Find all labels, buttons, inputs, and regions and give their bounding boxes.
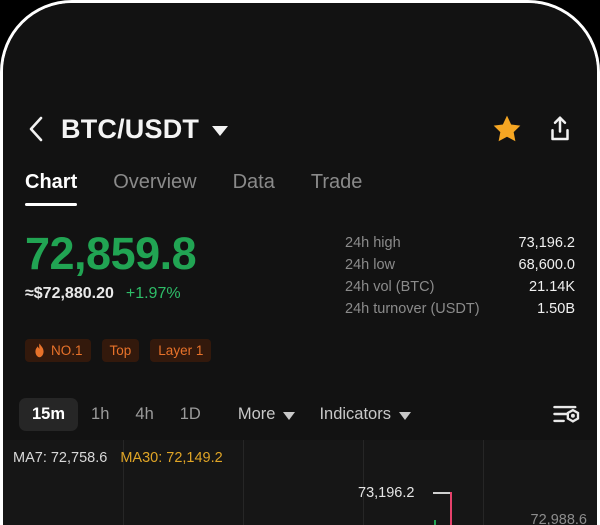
chevron-down-icon [398, 411, 411, 420]
stat-label: 24h turnover (USDT) [345, 301, 480, 317]
price-axis-label: 72,988.6 [530, 512, 587, 525]
price-change-percent: +1.97% [125, 284, 181, 302]
timeframe-1h[interactable]: 1h [91, 404, 110, 423]
candle-wick-up [434, 520, 436, 525]
favorite-star-button[interactable] [491, 113, 523, 145]
tag-label: NO.1 [51, 343, 83, 358]
header: BTC/USDT [3, 98, 597, 160]
page-title[interactable]: BTC/USDT [61, 113, 200, 144]
tag-label: Layer 1 [158, 343, 204, 358]
candle-wick-down [450, 492, 452, 525]
last-price: 72,859.8 [25, 228, 197, 279]
stat-value: 21.14K [529, 279, 575, 295]
tag-layer1[interactable]: Layer 1 [150, 339, 212, 362]
gridline [123, 440, 124, 525]
tag-label: Top [109, 343, 132, 358]
stat-label: 24h vol (BTC) [345, 279, 435, 295]
tab-bar: Chart Overview Data Trade [3, 171, 597, 215]
price-sub-row: ≈$72,880.20 +1.97% [25, 285, 345, 303]
period-high-leader-line [433, 492, 451, 494]
indicators-label: Indicators [319, 404, 391, 423]
flame-icon [33, 343, 46, 358]
indicators-dropdown[interactable]: Indicators [319, 405, 411, 424]
back-button[interactable] [25, 114, 47, 144]
price-fiat-approx: ≈$72,880.20 [25, 284, 114, 302]
stat-label: 24h low [345, 257, 395, 273]
stat-label: 24h high [345, 235, 401, 251]
price-block: 72,859.8 ≈$72,880.20 +1.97% [25, 231, 345, 303]
share-button[interactable] [545, 114, 575, 144]
share-icon [551, 116, 569, 141]
market-stats: 24h high 73,196.2 24h low 68,600.0 24h v… [345, 235, 575, 323]
more-label: More [237, 404, 276, 423]
chart-settings-button[interactable] [551, 401, 581, 427]
period-high-label: 73,196.2 [358, 485, 415, 501]
chevron-down-icon [283, 411, 296, 420]
timeframe-1d[interactable]: 1D [179, 404, 201, 423]
ma30-legend: MA30: 72,149.2 [120, 450, 223, 466]
tab-chart[interactable]: Chart [25, 171, 78, 206]
chart-toolbar: 15m 1h 4h 1D More Indicators [3, 393, 597, 435]
timeframe-15m[interactable]: 15m [19, 397, 79, 431]
gridline [363, 440, 364, 525]
more-timeframes-dropdown[interactable]: More [238, 405, 296, 424]
chart-settings-icon [553, 405, 580, 423]
chevron-left-icon [29, 116, 43, 142]
tag-list: NO.1 Top Layer 1 [25, 339, 222, 362]
ma7-legend: MA7: 72,758.6 [13, 450, 108, 466]
stat-value: 68,600.0 [518, 257, 575, 273]
ma-legend: MA7: 72,758.6 MA30: 72,149.2 [13, 450, 223, 466]
stat-row: 24h vol (BTC) 21.14K [345, 279, 575, 295]
stat-value: 73,196.2 [518, 235, 575, 251]
stat-row: 24h turnover (USDT) 1.50B [345, 301, 575, 317]
gridline [483, 440, 484, 525]
tag-top[interactable]: Top [101, 339, 140, 362]
star-icon [493, 115, 521, 142]
timeframe-4h[interactable]: 4h [135, 404, 154, 423]
tab-overview[interactable]: Overview [113, 171, 197, 193]
app-screen: BTC/USDT Chart Overview Data Trade 72,85… [3, 3, 597, 525]
tab-data[interactable]: Data [232, 171, 275, 193]
stat-row: 24h low 68,600.0 [345, 257, 575, 273]
tab-trade[interactable]: Trade [310, 171, 363, 193]
stat-value: 1.50B [537, 301, 575, 317]
chevron-down-icon[interactable] [212, 126, 229, 136]
gridline [243, 440, 244, 525]
candlestick-chart[interactable]: MA7: 72,758.6 MA30: 72,149.2 73,196.2 72… [3, 440, 597, 525]
stat-row: 24h high 73,196.2 [345, 235, 575, 251]
tag-no1[interactable]: NO.1 [25, 339, 91, 362]
